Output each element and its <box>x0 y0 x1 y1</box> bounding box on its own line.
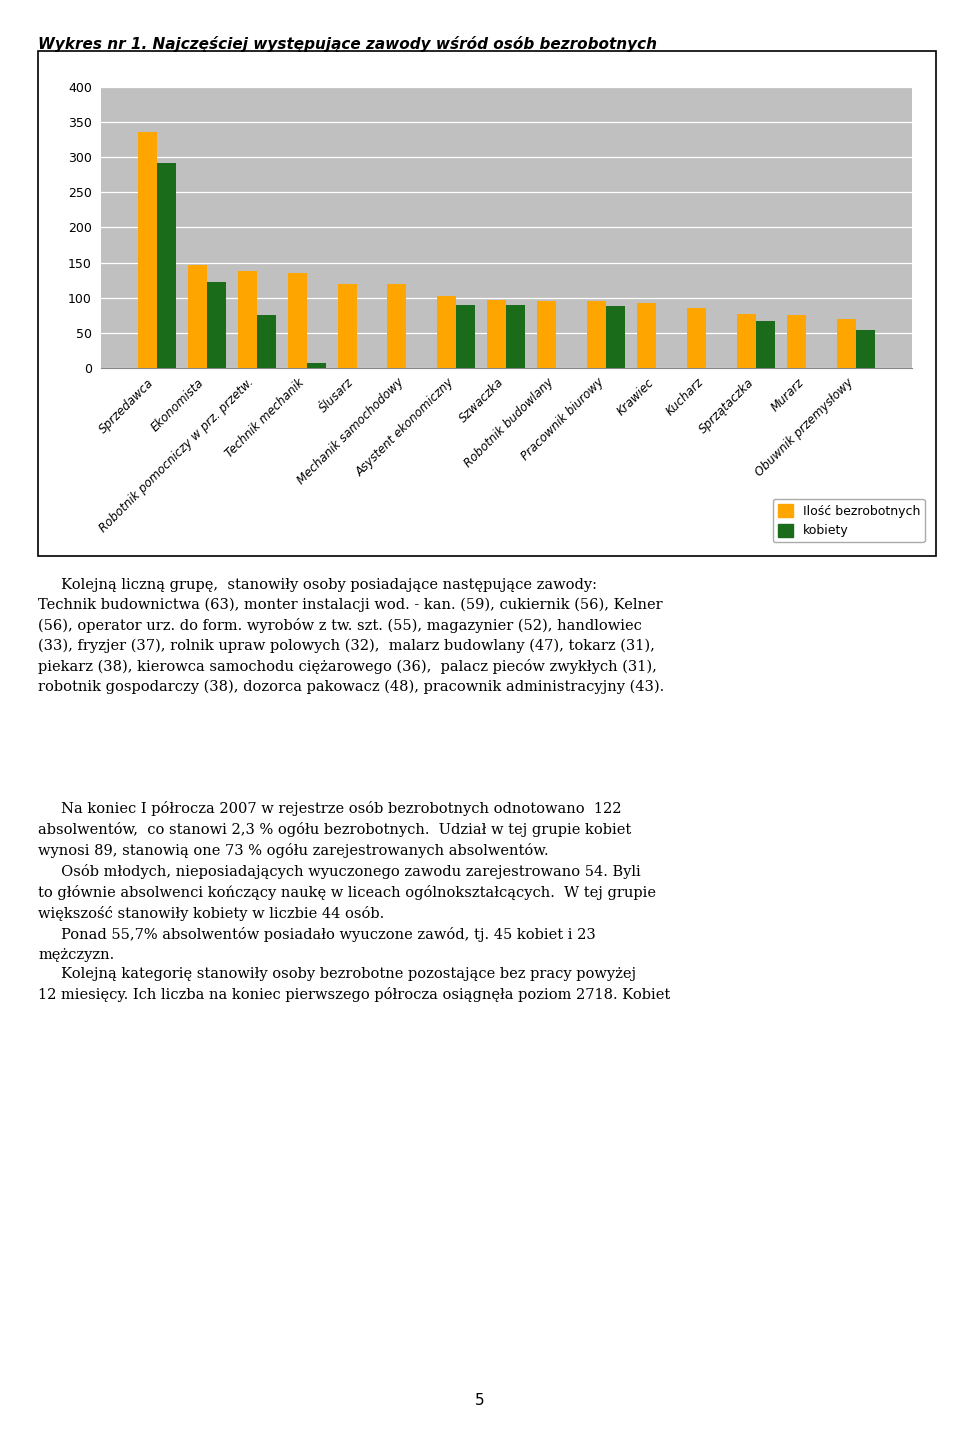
Bar <box>488 300 507 368</box>
Bar <box>588 302 607 368</box>
Text: 5: 5 <box>475 1393 485 1408</box>
Bar <box>438 296 456 368</box>
Bar <box>206 282 226 368</box>
Bar <box>288 273 306 368</box>
Bar <box>637 303 657 368</box>
Bar <box>856 329 876 368</box>
Bar <box>156 163 176 368</box>
Bar <box>787 315 806 368</box>
Legend: Ilość bezrobotnych, kobiety: Ilość bezrobotnych, kobiety <box>773 500 924 543</box>
Text: Na koniec I półrocza 2007 w rejestrze osób bezrobotnych odnotowano  122
absolwen: Na koniec I półrocza 2007 w rejestrze os… <box>38 801 671 1002</box>
Text: Kolejną liczną grupę,  stanowiły osoby posiadające następujące zawody:
Technik b: Kolejną liczną grupę, stanowiły osoby po… <box>38 578 664 695</box>
Bar <box>837 319 856 368</box>
Bar <box>237 271 256 368</box>
Bar <box>338 284 356 368</box>
Bar <box>538 302 557 368</box>
Text: Wykres nr 1. Najczęściej występujące zawody wśród osób bezrobotnych: Wykres nr 1. Najczęściej występujące zaw… <box>38 36 658 52</box>
Bar <box>187 264 206 368</box>
Bar <box>388 284 406 368</box>
Bar <box>756 321 776 368</box>
Bar <box>306 364 325 368</box>
Bar <box>507 305 525 368</box>
Bar <box>256 315 276 368</box>
Bar <box>607 306 625 368</box>
Bar <box>137 133 156 368</box>
Bar <box>456 305 475 368</box>
Bar <box>737 313 756 368</box>
Bar <box>687 309 707 368</box>
